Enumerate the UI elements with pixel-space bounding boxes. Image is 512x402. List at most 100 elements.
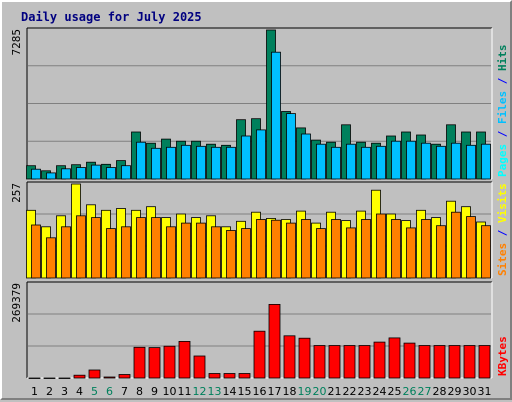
bar-kbytes-day-10 xyxy=(163,345,176,379)
legend-separator: / xyxy=(496,124,509,144)
bar-sites-day-20 xyxy=(316,228,326,279)
bar-files-day-28 xyxy=(436,145,446,180)
bar-files-day-14 xyxy=(226,146,236,180)
bar-kbytes-day-25 xyxy=(388,337,401,379)
legend-kbytes: KBytes xyxy=(496,336,509,376)
day-label-6: 6 xyxy=(106,385,113,398)
day-label-10: 10 xyxy=(163,385,177,398)
series-legend: KBytes xyxy=(496,336,509,376)
bar-files-day-9 xyxy=(151,147,161,180)
bar-files-day-18 xyxy=(286,113,296,180)
bar-files-day-25 xyxy=(391,140,401,180)
bar-kbytes-day-23 xyxy=(358,345,371,379)
bar-sites-day-23 xyxy=(361,219,371,279)
bar-files-day-3 xyxy=(61,168,71,180)
bar-sites-day-28 xyxy=(436,225,446,279)
day-label-5: 5 xyxy=(91,385,98,398)
day-label-14: 14 xyxy=(223,385,237,398)
day-label-27: 27 xyxy=(418,385,432,398)
bar-sites-day-9 xyxy=(151,217,161,279)
bar-files-day-29 xyxy=(451,142,461,180)
bar-sites-day-11 xyxy=(181,222,191,279)
bar-kbytes-day-7 xyxy=(118,374,131,379)
bar-kbytes-day-22 xyxy=(343,345,356,379)
bar-sites-day-21 xyxy=(331,219,341,279)
bar-sites-day-10 xyxy=(166,226,176,279)
day-label-22: 22 xyxy=(343,385,357,398)
day-label-29: 29 xyxy=(448,385,462,398)
bar-sites-day-29 xyxy=(451,211,461,279)
bar-files-day-19 xyxy=(301,133,311,180)
bar-kbytes-day-14 xyxy=(223,373,236,379)
bar-kbytes-day-8 xyxy=(133,346,146,379)
bar-sites-day-5 xyxy=(91,217,101,279)
bar-sites-day-31 xyxy=(481,225,491,279)
bar-sites-day-24 xyxy=(376,213,386,279)
bar-kbytes-day-5 xyxy=(88,369,101,379)
bar-files-day-17 xyxy=(271,51,281,180)
bar-files-day-23 xyxy=(361,146,371,180)
day-label-31: 31 xyxy=(478,385,492,398)
day-label-8: 8 xyxy=(136,385,143,398)
bar-kbytes-day-21 xyxy=(328,345,341,379)
legend-visits: Visits xyxy=(496,183,509,223)
bar-files-day-31 xyxy=(481,143,491,180)
bar-sites-day-15 xyxy=(241,228,251,279)
day-label-4: 4 xyxy=(76,385,83,398)
bar-kbytes-day-16 xyxy=(253,330,266,379)
day-label-24: 24 xyxy=(373,385,387,398)
bar-files-day-26 xyxy=(406,140,416,180)
day-label-19: 19 xyxy=(298,385,312,398)
bar-sites-day-3 xyxy=(61,226,71,279)
day-label-3: 3 xyxy=(61,385,68,398)
bar-kbytes-day-27 xyxy=(418,345,431,379)
bar-files-day-4 xyxy=(76,167,86,180)
bar-kbytes-day-9 xyxy=(148,347,161,379)
legend-separator: / xyxy=(496,71,509,91)
bar-files-day-27 xyxy=(421,142,431,180)
legend-separator: / xyxy=(496,223,509,243)
day-label-2: 2 xyxy=(46,385,53,398)
bar-kbytes-day-6 xyxy=(103,376,116,379)
day-label-1: 1 xyxy=(31,385,38,398)
bar-sites-day-26 xyxy=(406,227,416,279)
bar-kbytes-day-20 xyxy=(313,345,326,379)
bar-kbytes-day-4 xyxy=(73,374,86,379)
chart-title: Daily usage for July 2025 xyxy=(21,10,202,24)
day-label-15: 15 xyxy=(238,385,252,398)
y-max-label: 257 xyxy=(10,183,23,203)
y-max-label: 269379 xyxy=(10,283,23,323)
bar-kbytes-day-29 xyxy=(448,345,461,379)
bar-kbytes-day-3 xyxy=(58,377,71,379)
day-label-18: 18 xyxy=(283,385,297,398)
bar-kbytes-day-2 xyxy=(43,377,56,379)
bar-files-day-6 xyxy=(106,167,116,180)
bar-kbytes-day-30 xyxy=(463,345,476,379)
bar-files-day-24 xyxy=(376,145,386,180)
bar-sites-day-14 xyxy=(226,230,236,279)
day-label-13: 13 xyxy=(208,385,222,398)
bar-kbytes-day-26 xyxy=(403,342,416,379)
bar-kbytes-day-24 xyxy=(373,341,386,379)
bar-files-day-10 xyxy=(166,146,176,180)
day-label-17: 17 xyxy=(268,385,282,398)
day-label-26: 26 xyxy=(403,385,417,398)
bar-files-day-1 xyxy=(31,168,41,180)
day-label-20: 20 xyxy=(313,385,327,398)
bar-sites-day-16 xyxy=(256,219,266,279)
bar-files-day-15 xyxy=(241,135,251,180)
bar-files-day-20 xyxy=(316,143,326,180)
bar-sites-day-27 xyxy=(421,219,431,279)
day-label-21: 21 xyxy=(328,385,342,398)
bar-sites-day-1 xyxy=(31,224,41,279)
bar-sites-day-6 xyxy=(106,228,116,279)
legend-files: Files xyxy=(496,91,509,124)
bar-sites-day-25 xyxy=(391,219,401,279)
y-max-label: 7285 xyxy=(10,29,23,56)
day-label-12: 12 xyxy=(193,385,207,398)
day-label-11: 11 xyxy=(178,385,192,398)
bar-files-day-5 xyxy=(91,164,101,180)
bar-kbytes-day-31 xyxy=(478,345,491,379)
bar-sites-day-13 xyxy=(211,226,221,279)
